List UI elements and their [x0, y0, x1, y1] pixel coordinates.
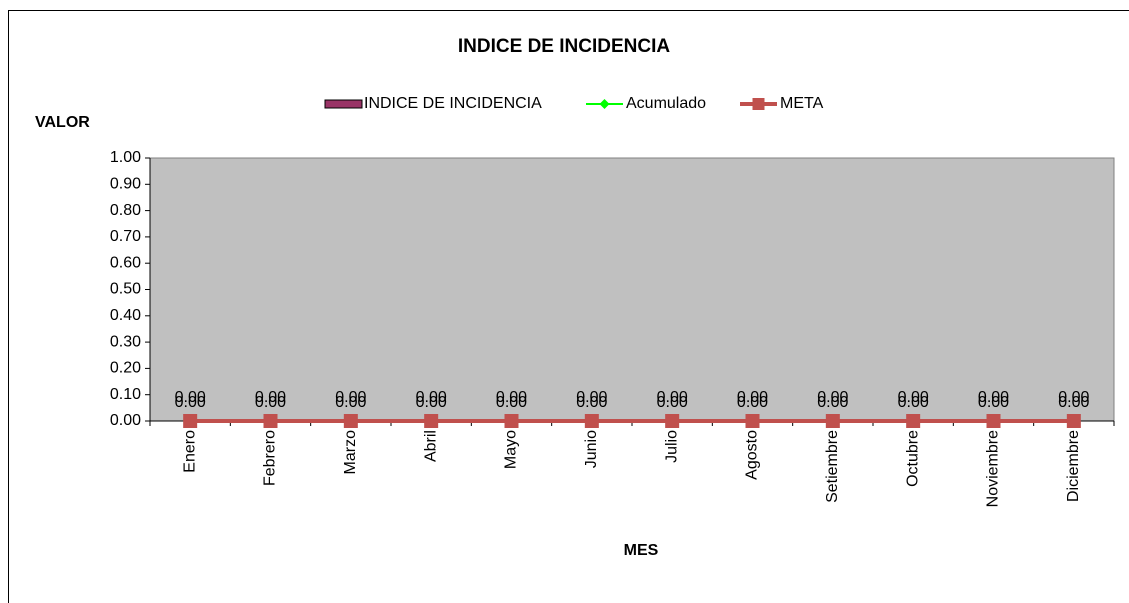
data-label: 0.00	[576, 394, 607, 411]
data-label: 0.00	[817, 389, 848, 406]
data-label: 0.00	[978, 389, 1009, 406]
chart-border	[8, 10, 1129, 603]
data-label: 0.00	[657, 394, 688, 411]
legend-marker	[599, 99, 610, 109]
x-tick-label: Enero	[181, 430, 198, 473]
y-tick-label: 0.30	[110, 333, 141, 350]
marker	[665, 414, 680, 428]
x-axis-label: MES	[624, 542, 659, 559]
legend-label: INDICE DE INCIDENCIA	[364, 95, 542, 112]
data-label: 0.00	[1058, 394, 1089, 411]
marker	[906, 414, 921, 428]
plot-area	[149, 157, 1115, 422]
x-tick-label: Agosto	[744, 430, 761, 480]
data-label: 0.00	[416, 394, 447, 411]
y-tick-label: 0.90	[110, 176, 141, 193]
data-label: 0.00	[335, 394, 366, 411]
y-tick-label: 0.80	[110, 202, 141, 219]
y-tick-label: 1.00	[110, 149, 141, 166]
x-tick-label: Mayo	[503, 430, 520, 469]
x-tick-label: Febrero	[262, 430, 279, 486]
data-label: 0.00	[496, 394, 527, 411]
data-label: 0.00	[255, 394, 286, 411]
y-axis-label: VALOR	[35, 114, 90, 131]
data-label: 0.00	[576, 389, 607, 406]
marker	[986, 414, 1001, 428]
data-label: 0.00	[737, 394, 768, 411]
x-tick-label: Julio	[663, 430, 680, 463]
marker	[745, 414, 760, 428]
data-label: 0.00	[496, 389, 527, 406]
data-label: 0.00	[416, 389, 447, 406]
data-label: 0.00	[898, 389, 929, 406]
marker	[263, 414, 278, 428]
y-tick-label: 0.10	[110, 386, 141, 403]
data-label: 0.00	[335, 389, 366, 406]
data-label: 0.00	[657, 389, 688, 406]
marker	[1066, 414, 1081, 428]
marker	[183, 414, 198, 428]
x-tick-label: Setiembre	[824, 430, 841, 503]
marker	[343, 414, 358, 428]
y-tick-label: 0.20	[110, 360, 141, 377]
data-label: 0.00	[978, 394, 1009, 411]
data-label: 0.00	[737, 389, 768, 406]
legend-marker	[752, 98, 765, 110]
y-tick-label: 0.50	[110, 281, 141, 298]
x-tick-label: Diciembre	[1065, 430, 1082, 502]
legend-swatch	[324, 99, 363, 109]
data-label: 0.00	[175, 389, 206, 406]
legend-label: Acumulado	[626, 95, 706, 112]
x-tick-label: Noviembre	[985, 430, 1002, 507]
y-tick-label: 0.70	[110, 228, 141, 245]
chart-title: INDICE DE INCIDENCIA	[458, 36, 670, 57]
y-tick-label: 0.60	[110, 254, 141, 271]
marker	[584, 414, 599, 428]
marker	[424, 414, 439, 428]
data-label: 0.00	[255, 389, 286, 406]
marker	[825, 414, 840, 428]
data-label: 0.00	[898, 394, 929, 411]
y-tick-label: 0.40	[110, 307, 141, 324]
data-label: 0.00	[1058, 389, 1089, 406]
y-tick-label: 0.00	[110, 412, 141, 429]
data-label: 0.00	[175, 394, 206, 411]
x-tick-label: Junio	[583, 430, 600, 468]
x-tick-label: Abril	[422, 430, 439, 462]
marker	[504, 414, 519, 428]
legend-label: META	[780, 95, 824, 112]
x-tick-label: Octubre	[904, 430, 921, 487]
data-label: 0.00	[817, 394, 848, 411]
x-tick-label: Marzo	[342, 430, 359, 475]
